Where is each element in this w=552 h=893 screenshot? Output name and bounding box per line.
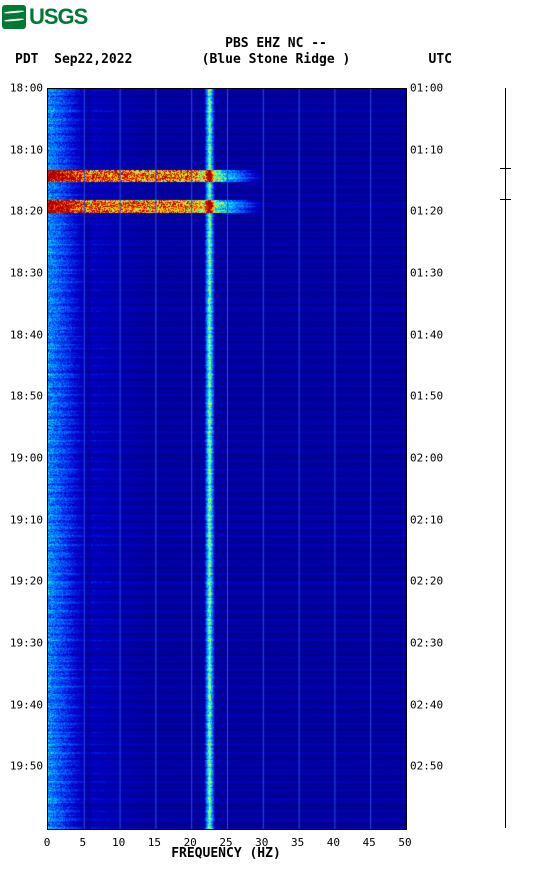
logo-wave-icon (2, 5, 26, 29)
spectrogram-canvas (48, 89, 406, 829)
y-right-tick: 01:20 (406, 205, 447, 218)
y-right-tick: 02:10 (406, 513, 447, 526)
y-right-tick: 02:50 (406, 760, 447, 773)
y-left-tick: 19:40 (6, 698, 47, 711)
y-left-tick: 18:20 (6, 205, 47, 218)
y-left-tick: 19:10 (6, 513, 47, 526)
y-right-tick: 01:00 (406, 82, 447, 95)
y-left-tick: 19:30 (6, 637, 47, 650)
y-left-tick: 19:20 (6, 575, 47, 588)
y-left-tick: 18:50 (6, 390, 47, 403)
logo-text: USGS (29, 4, 87, 30)
channel-title: PBS EHZ NC -- (0, 36, 552, 51)
y-left-tick: 19:50 (6, 760, 47, 773)
x-axis: 05101520253035404550 (47, 828, 405, 846)
y-right-tick: 01:50 (406, 390, 447, 403)
y-left-tick: 18:00 (6, 82, 47, 95)
station-name: (Blue Stone Ridge ) (0, 52, 552, 67)
y-axis-right: 01:0001:1001:2001:3001:4001:5002:0002:10… (406, 88, 456, 828)
usgs-logo: USGS (2, 4, 87, 30)
y-right-tick: 01:30 (406, 267, 447, 280)
y-right-tick: 01:10 (406, 143, 447, 156)
y-right-tick: 02:00 (406, 452, 447, 465)
y-right-tick: 02:20 (406, 575, 447, 588)
y-left-tick: 18:10 (6, 143, 47, 156)
y-left-tick: 18:40 (6, 328, 47, 341)
y-right-tick: 01:40 (406, 328, 447, 341)
y-left-tick: 18:30 (6, 267, 47, 280)
side-event-mark (500, 199, 511, 200)
spectrogram-plot (47, 88, 407, 830)
x-axis-label: FREQUENCY (HZ) (47, 846, 405, 861)
y-axis-left: 18:0018:1018:2018:3018:4018:5019:0019:10… (0, 88, 47, 828)
y-left-tick: 19:00 (6, 452, 47, 465)
y-right-tick: 02:30 (406, 637, 447, 650)
y-right-tick: 02:40 (406, 698, 447, 711)
side-event-mark (500, 168, 511, 169)
timezone-right: UTC (429, 52, 452, 67)
